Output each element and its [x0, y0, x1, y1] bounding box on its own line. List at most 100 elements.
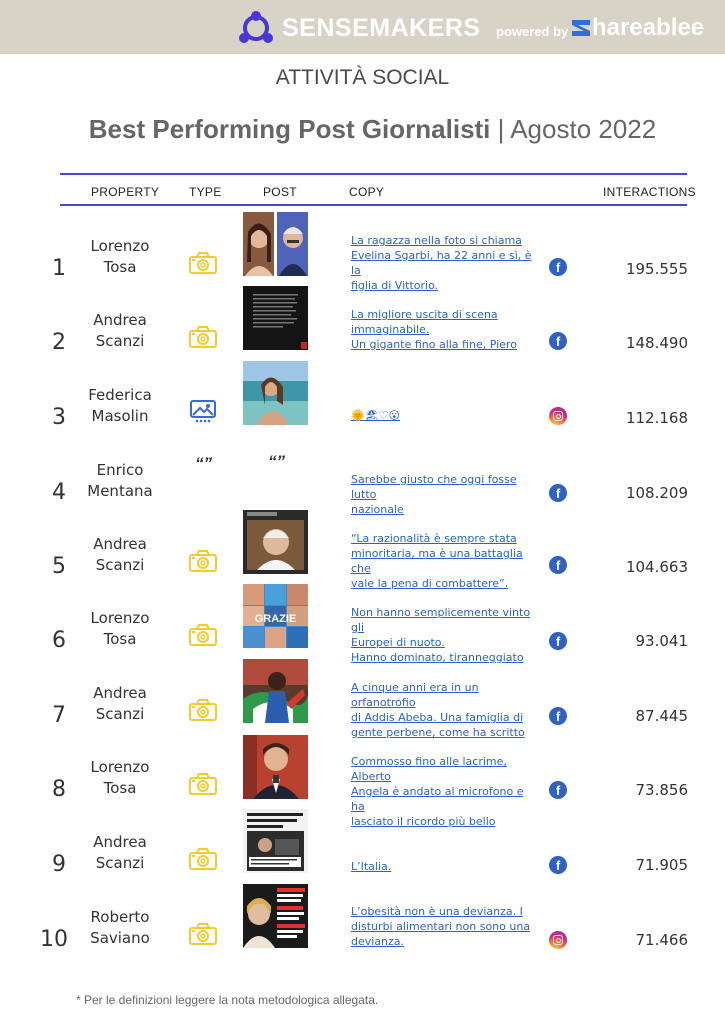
- rank-number: 10: [40, 927, 68, 952]
- facebook-icon: f: [549, 856, 567, 874]
- property-first-name: Federica: [88, 386, 152, 404]
- carousel-icon: [190, 400, 216, 423]
- column-header-copy: COPY: [349, 185, 385, 199]
- post-copy-link[interactable]: “La razionalità è sempre stata minoritari…: [351, 531, 539, 591]
- post-thumbnail[interactable]: [243, 510, 308, 574]
- property-last-name: Tosa: [103, 630, 137, 648]
- interactions-value: 104.663: [625, 558, 688, 576]
- copy-line: di Addis Abeba. Una famiglia di: [351, 711, 524, 724]
- post-copy-link[interactable]: Non hanno semplicemente vinto gli Europei…: [351, 605, 539, 665]
- post-copy-link[interactable]: La migliore uscita di scena immaginabile.…: [351, 307, 539, 352]
- thumbnail-caption: GRAZIE: [255, 613, 297, 625]
- post-thumbnail[interactable]: [243, 212, 308, 276]
- title-separator: |: [490, 114, 511, 144]
- instagram-icon: [549, 407, 567, 425]
- property-first-name: Andrea: [93, 833, 147, 851]
- column-header-type: TYPE: [189, 185, 222, 199]
- post-thumbnail[interactable]: GRAZIE: [243, 584, 308, 648]
- post-copy-link[interactable]: L’obesità non è una devianza. I disturbi …: [351, 904, 539, 949]
- table-row: 2 Andrea Scanzi La migliore uscita di sce…: [0, 284, 725, 358]
- property-first-name: Lorenzo: [90, 237, 150, 255]
- property-last-name: Masolin: [91, 407, 149, 425]
- interactions-value: 112.168: [625, 409, 688, 427]
- interactions-value: 93.041: [635, 632, 689, 650]
- rank-number: 2: [52, 330, 66, 355]
- post-copy-link[interactable]: 🌞🏖♡😮: [351, 408, 539, 423]
- copy-line: 🌞🏖♡😮: [351, 409, 400, 422]
- table-row: 4 Enrico Mentana “” “” Sarebbe giusto che…: [0, 434, 725, 516]
- property-first-name: Lorenzo: [90, 609, 150, 627]
- header-top-rule: [60, 173, 687, 175]
- post-thumbnail[interactable]: [243, 659, 308, 723]
- post-thumbnail[interactable]: [243, 884, 308, 948]
- facebook-icon: f: [549, 707, 567, 725]
- post-thumbnail[interactable]: [243, 361, 308, 425]
- copy-line: L’Italia.: [351, 860, 392, 873]
- photo-icon: [189, 773, 217, 795]
- facebook-icon: f: [549, 632, 567, 650]
- copy-line: Sarebbe giusto che oggi fosse lutto: [351, 473, 517, 501]
- table-row: 8 Lorenzo Tosa Commosso fino alle lacrime…: [0, 731, 725, 828]
- property-first-name: Andrea: [93, 311, 147, 329]
- table-row: 5 Andrea Scanzi “La razionalità è sempre …: [0, 508, 725, 590]
- table-row: 10 Roberto Saviano L’obesità non è una de…: [0, 881, 725, 955]
- photo-icon: [189, 624, 217, 646]
- property-first-name: Andrea: [93, 535, 147, 553]
- post-copy-link[interactable]: La ragazza nella foto si chiama Evelina S…: [351, 233, 539, 293]
- photo-icon: [189, 923, 217, 945]
- header-banner: SENSEMAKERS powered by hareablee: [0, 0, 725, 54]
- post-copy-link[interactable]: L’Italia.: [351, 859, 539, 874]
- copy-line: lasciato il ricordo più bello: [351, 815, 496, 828]
- property-name: Lorenzo Tosa: [70, 757, 170, 799]
- copy-line: nazionale: [351, 503, 404, 516]
- copy-line: Evelina Sgarbi, ha 22 anni e sì, è la: [351, 249, 532, 277]
- header-bottom-rule: [60, 204, 687, 206]
- column-header-post: POST: [263, 185, 297, 199]
- table-row: 7 Andrea Scanzi A cinque anni era in un o…: [0, 657, 725, 739]
- quote-icon: “”: [195, 454, 212, 473]
- post-thumbnail[interactable]: [243, 735, 308, 799]
- interactions-value: 195.555: [625, 260, 688, 278]
- interactions-value: 148.490: [625, 334, 688, 352]
- methodology-footnote: * Per le definizioni leggere la nota met…: [76, 993, 379, 1007]
- interactions-value: 73.856: [635, 781, 689, 799]
- rank-number: 7: [52, 703, 66, 728]
- property-name: Enrico Mentana: [70, 460, 170, 502]
- copy-line: disturbi alimentari non sono una: [351, 920, 531, 933]
- column-header-interactions: INTERACTIONS: [603, 185, 696, 199]
- copy-line: Non hanno semplicemente vinto gli: [351, 606, 531, 634]
- property-last-name: Scanzi: [95, 332, 145, 350]
- property-first-name: Roberto: [90, 908, 150, 926]
- copy-line: immaginabile.: [351, 323, 430, 336]
- property-first-name: Andrea: [93, 684, 147, 702]
- page-title: Best Performing Post Giornalisti | Agost…: [0, 114, 725, 145]
- post-copy-link[interactable]: Commosso fino alle lacrime, Alberto Angel…: [351, 754, 539, 829]
- copy-line: vale la pena di combattere”.: [351, 577, 509, 590]
- interactions-value: 87.445: [635, 707, 689, 725]
- copy-line: Hanno dominato, tiranneggiato: [351, 651, 524, 664]
- post-copy-link[interactable]: Sarebbe giusto che oggi fosse lutto nazio…: [351, 472, 539, 517]
- post-thumbnail[interactable]: [243, 809, 308, 873]
- property-first-name: Enrico: [96, 461, 144, 479]
- post-copy-link[interactable]: A cinque anni era in un orfanotrofio di A…: [351, 680, 539, 740]
- copy-line: Angela è andato al microfono e ha: [351, 785, 524, 813]
- post-thumbnail[interactable]: [243, 286, 308, 350]
- property-name: Roberto Saviano: [70, 907, 170, 949]
- copy-line: gente perbene, come ha scritto: [351, 726, 525, 739]
- title-period: Agosto 2022: [510, 114, 657, 144]
- property-last-name: Saviano: [90, 929, 150, 947]
- table-row: 1 Lorenzo Tosa La ragazza nella foto si c…: [0, 210, 725, 292]
- property-name: Andrea Scanzi: [70, 310, 170, 352]
- photo-icon: [189, 252, 217, 274]
- rank-number: 3: [52, 405, 66, 430]
- interactions-value: 71.905: [635, 856, 689, 874]
- property-last-name: Mentana: [87, 482, 153, 500]
- property-last-name: Tosa: [103, 258, 137, 276]
- property-name: Andrea Scanzi: [70, 683, 170, 725]
- quote-icon[interactable]: “”: [268, 452, 285, 471]
- copy-line: La ragazza nella foto si chiama: [351, 234, 522, 247]
- photo-icon: [189, 550, 217, 572]
- photo-icon: [189, 699, 217, 721]
- title-main: Best Performing Post Giornalisti: [88, 114, 491, 144]
- facebook-icon: f: [549, 781, 567, 799]
